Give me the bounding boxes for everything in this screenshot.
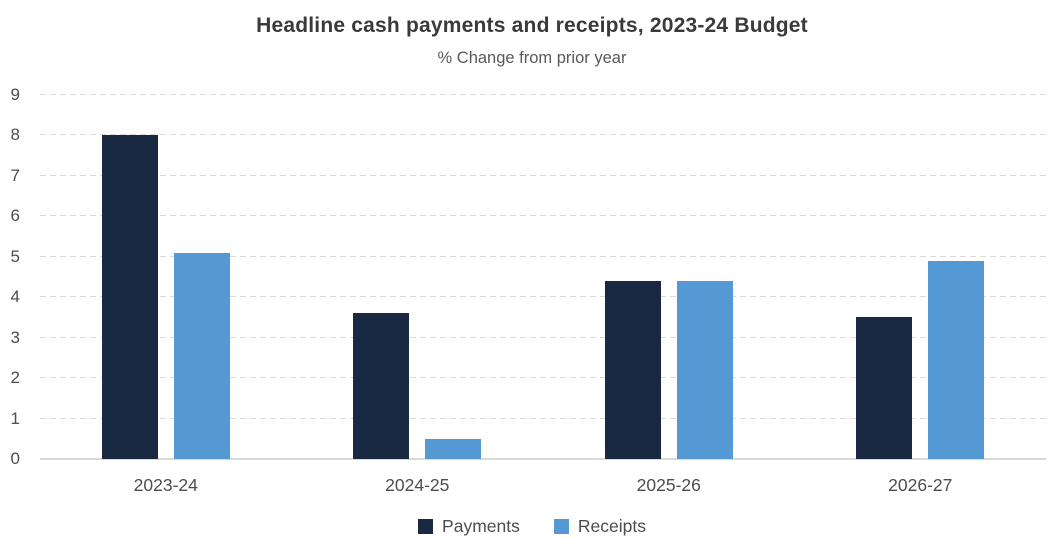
bar-receipts-2025-26 bbox=[676, 281, 733, 459]
gridline bbox=[40, 174, 1046, 176]
y-axis: 0 1 2 3 4 5 6 7 8 9 bbox=[0, 85, 22, 468]
legend-item-receipts: Receipts bbox=[553, 516, 646, 537]
payments-swatch-icon bbox=[418, 519, 434, 534]
y-tick-label: 9 bbox=[10, 85, 20, 104]
legend-label-receipts: Receipts bbox=[577, 516, 646, 536]
x-category-label: 2025-26 bbox=[636, 475, 701, 495]
gridline bbox=[40, 417, 1046, 419]
bar-receipts-2023-24 bbox=[173, 252, 230, 459]
gridline bbox=[40, 215, 1046, 217]
chart-title: Headline cash payments and receipts, 202… bbox=[256, 14, 808, 37]
bar-payments-2024-25 bbox=[353, 313, 410, 459]
gridline bbox=[40, 336, 1046, 338]
x-axis-line bbox=[40, 458, 1046, 460]
bar-receipts-2026-27 bbox=[928, 260, 985, 459]
y-tick-label: 8 bbox=[10, 125, 20, 145]
bar-payments-2023-24 bbox=[101, 135, 158, 459]
x-category-label: 2023-24 bbox=[133, 475, 198, 495]
bar-receipts-2024-25 bbox=[425, 438, 482, 459]
y-tick-label: 5 bbox=[10, 246, 20, 266]
y-tick-label: 3 bbox=[10, 327, 20, 347]
chart-subtitle: % Change from prior year bbox=[437, 49, 627, 67]
receipts-swatch-icon bbox=[553, 519, 569, 534]
y-tick-label: 0 bbox=[10, 449, 20, 468]
y-tick-label: 1 bbox=[10, 408, 20, 428]
y-tick-label: 4 bbox=[10, 287, 20, 307]
x-category-label: 2026-27 bbox=[888, 475, 953, 495]
gridline bbox=[40, 94, 1046, 95]
y-tick-label: 2 bbox=[10, 368, 20, 388]
gridline bbox=[40, 255, 1046, 257]
x-axis: 2023-24 2024-25 2025-26 2026-27 bbox=[40, 475, 1046, 503]
legend-label-payments: Payments bbox=[442, 516, 520, 536]
plot-area bbox=[40, 94, 1046, 460]
legend: Payments Receipts bbox=[0, 516, 1064, 537]
y-tick-label: 6 bbox=[10, 206, 20, 226]
x-category-label: 2024-25 bbox=[385, 475, 450, 495]
bar-payments-2026-27 bbox=[856, 317, 913, 459]
gridline bbox=[40, 296, 1046, 298]
y-tick-label: 7 bbox=[10, 165, 20, 185]
gridline bbox=[40, 377, 1046, 379]
bar-payments-2025-26 bbox=[604, 281, 661, 459]
legend-item-payments: Payments bbox=[418, 516, 520, 537]
gridline bbox=[40, 134, 1046, 136]
